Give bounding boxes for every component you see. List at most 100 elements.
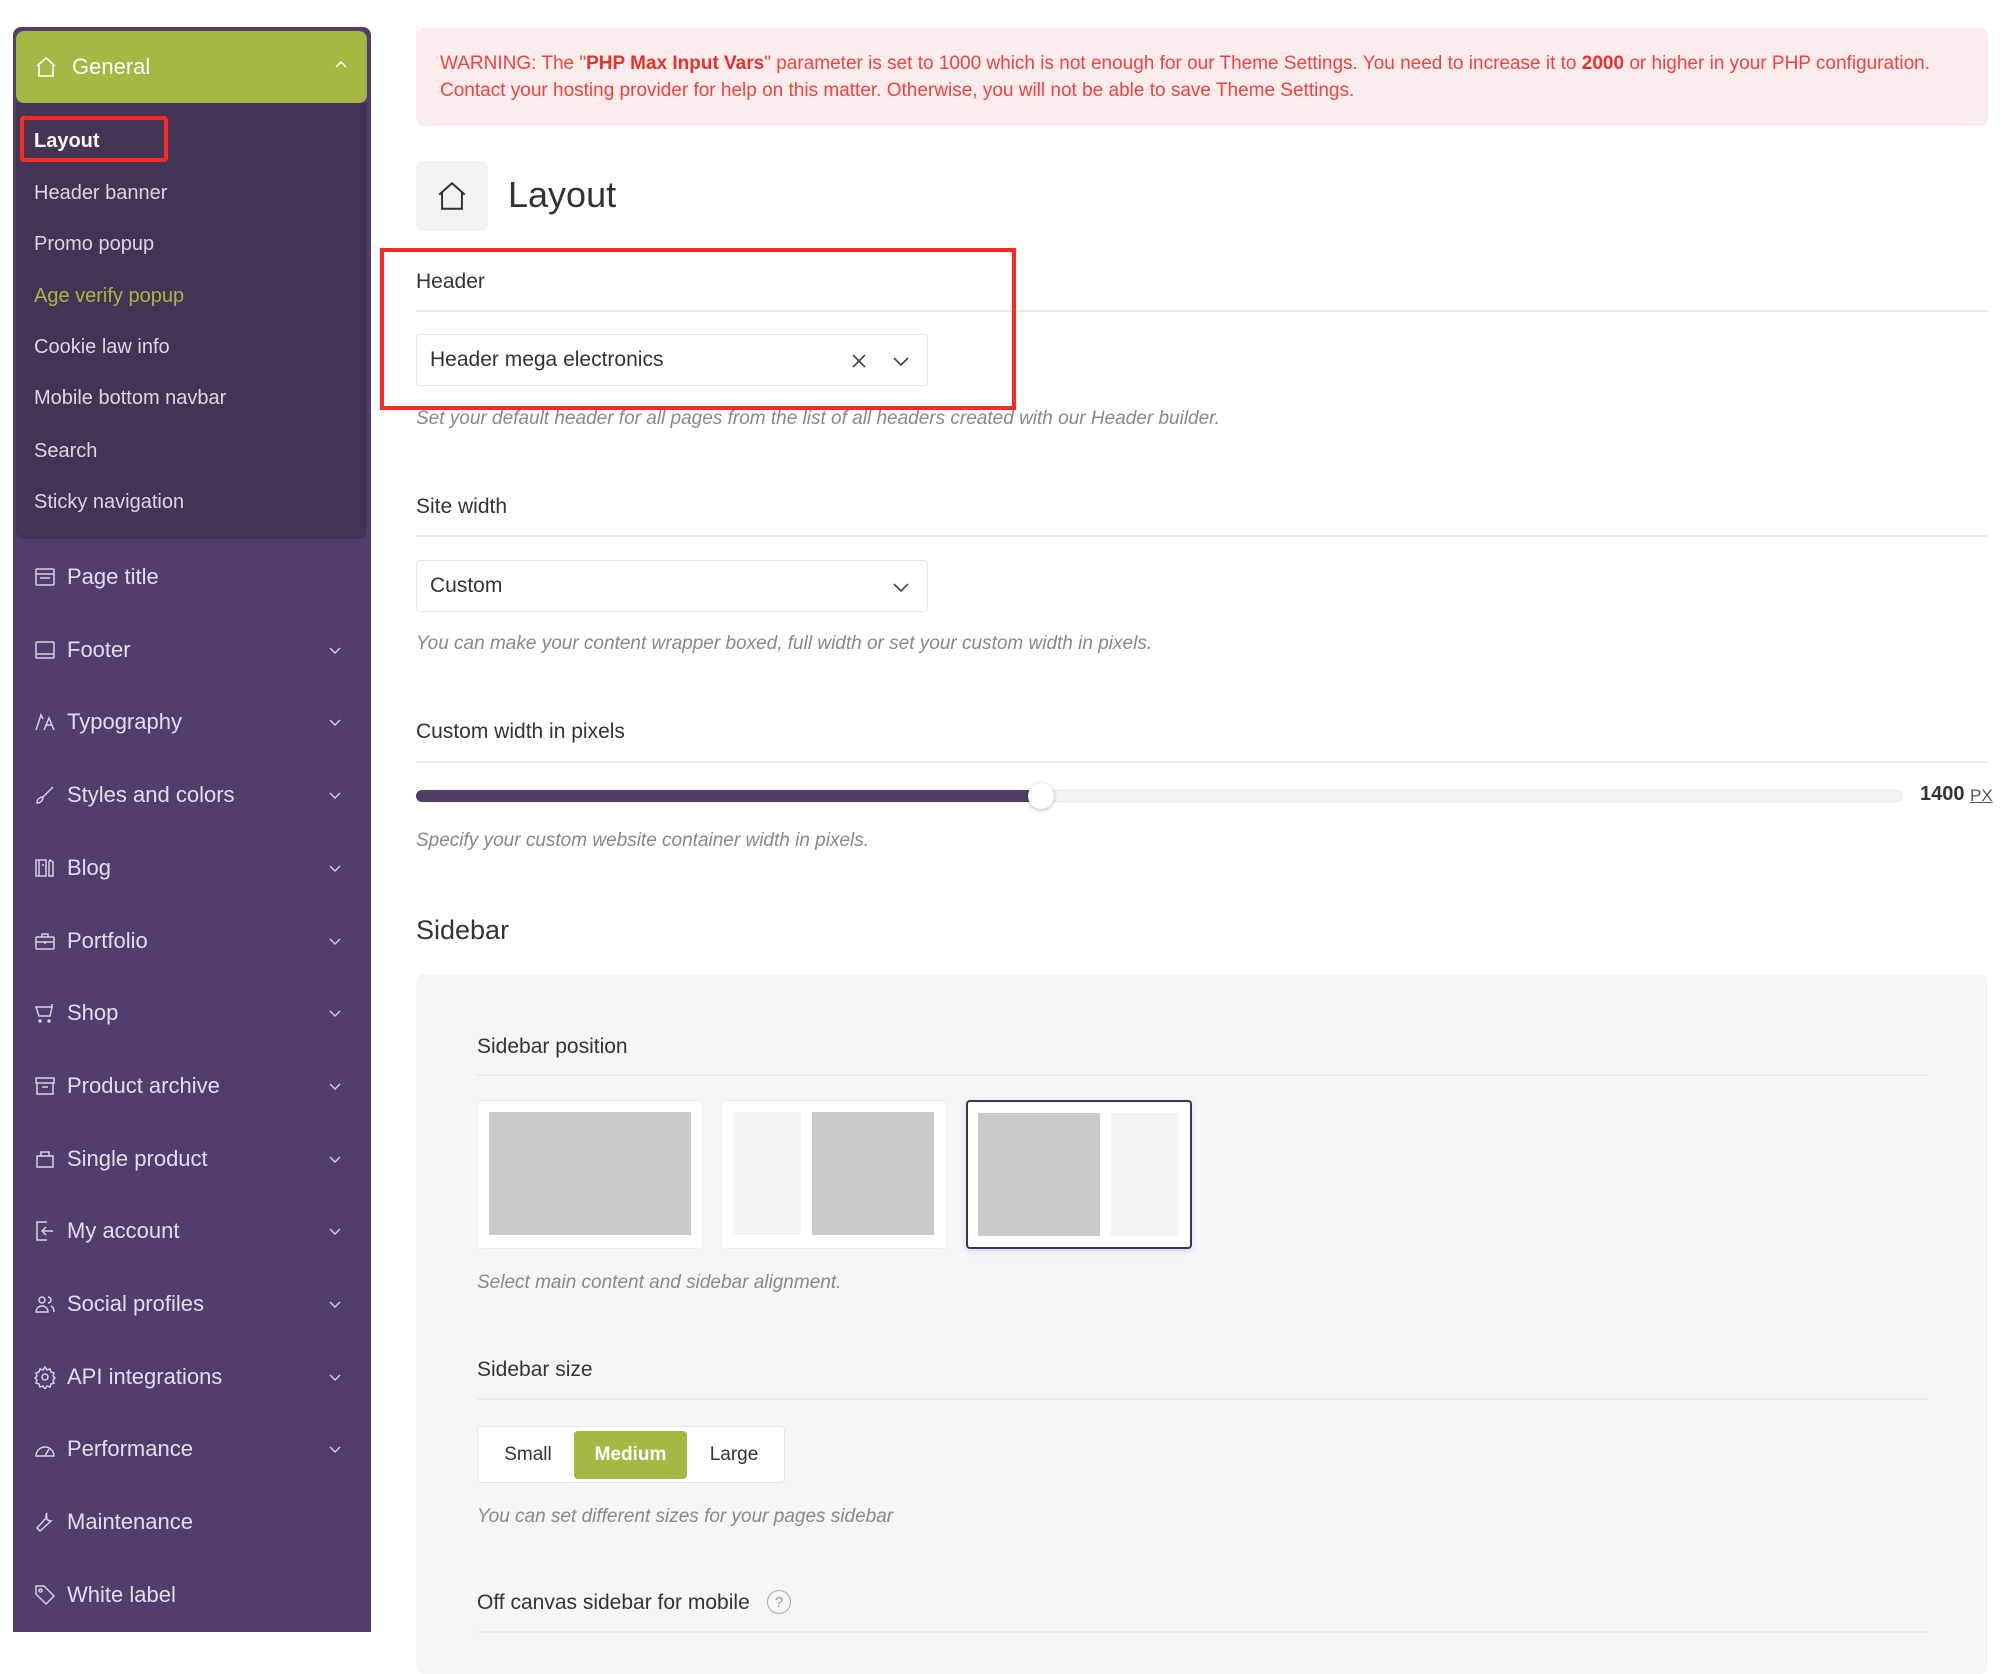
unit-toggle[interactable]: PX — [1970, 786, 1993, 805]
home-icon — [438, 181, 466, 210]
sidebar-item-label: Page title — [67, 564, 159, 589]
warning-text: WARNING: The " — [440, 53, 587, 74]
chevron-down-icon[interactable] — [327, 1078, 343, 1094]
size-small-button[interactable]: Small — [504, 1444, 552, 1465]
size-large-button[interactable]: Large — [709, 1444, 759, 1465]
sidebar-item-product-archive[interactable]: Product archive — [33, 1066, 353, 1106]
wrench-icon — [35, 1512, 53, 1533]
highlight-box — [380, 248, 1016, 410]
chevron-down-icon[interactable] — [327, 1441, 343, 1457]
site-width-select[interactable]: Custom — [416, 560, 928, 612]
sidebar-item-performance[interactable]: Performance — [33, 1429, 353, 1469]
blog-icon — [35, 858, 54, 877]
header-label: Header — [416, 270, 485, 293]
sidebar-item-my-account[interactable]: My account — [33, 1211, 353, 1251]
sidebar-section-label: General — [72, 54, 151, 79]
header-select[interactable]: Header mega electronics — [416, 334, 928, 386]
divider — [416, 535, 1988, 537]
sidebar-item-label: Product archive — [67, 1072, 220, 1098]
chevron-down-icon[interactable] — [327, 933, 343, 949]
submenu-item-layout[interactable]: Layout — [34, 130, 100, 152]
section-title: Sidebar — [416, 915, 510, 945]
sidebar-item-label: Portfolio — [67, 927, 148, 953]
chevron-down-icon[interactable] — [327, 1151, 343, 1167]
position-option-left-sidebar[interactable] — [721, 1100, 947, 1249]
divider — [416, 310, 1988, 312]
sidebar-item-page-title[interactable]: Page title — [33, 557, 353, 597]
chevron-down-icon[interactable] — [327, 1369, 343, 1385]
sidebar-item-typography[interactable]: Typography — [33, 702, 353, 742]
sidebar-size-label: Sidebar size — [477, 1358, 593, 1381]
site-width-label: Site width — [416, 495, 508, 518]
sidebar-item-label: Social profiles — [67, 1291, 204, 1316]
briefcase-icon — [35, 932, 55, 950]
width-slider[interactable] — [416, 783, 1902, 809]
home-icon — [36, 56, 56, 77]
submenu-item-sticky-navigation[interactable]: Sticky navigation — [34, 491, 185, 513]
sidebar-item-footer[interactable]: Footer — [33, 630, 353, 670]
slider-value: 1400 — [1920, 783, 1965, 805]
sidebar-item-label: API integrations — [67, 1363, 223, 1389]
sidebar-item-label: Footer — [67, 636, 131, 662]
sidebar-item-api-integrations[interactable]: API integrations — [33, 1357, 353, 1397]
chevron-down-icon[interactable] — [891, 351, 911, 371]
sidebar-item-label: Shop — [67, 1000, 119, 1026]
sidebar-item-label: Styles and colors — [67, 782, 235, 808]
custom-width-description: Specify your custom website container wi… — [416, 830, 870, 851]
sidebar-item-maintenance[interactable]: Maintenance — [33, 1502, 353, 1542]
login-icon — [36, 1221, 53, 1242]
size-medium-button[interactable]: Medium — [574, 1431, 687, 1479]
chevron-down-icon[interactable] — [327, 787, 343, 803]
clear-icon[interactable] — [849, 351, 869, 371]
chevron-down-icon[interactable] — [327, 642, 343, 658]
submenu-item-age-verify-popup[interactable]: Age verify popup — [34, 285, 185, 307]
position-option-right-sidebar[interactable] — [966, 1100, 1192, 1249]
sidebar-item-social-profiles[interactable]: Social profiles — [33, 1284, 353, 1324]
submenu-item-search[interactable]: Search — [34, 440, 98, 462]
page-icon — [416, 161, 488, 231]
submenu-item-cookie-law-info[interactable]: Cookie law info — [34, 336, 170, 358]
sidebar-item-label: Blog — [67, 854, 112, 880]
submenu-item-header-banner[interactable]: Header banner — [34, 182, 168, 204]
sidebar-item-single-product[interactable]: Single product — [33, 1139, 353, 1179]
typography-icon — [35, 713, 55, 731]
sidebar-settings-panel — [416, 974, 1988, 1674]
sidebar-item-shop[interactable]: Shop — [33, 993, 353, 1033]
help-icon[interactable]: ? — [767, 1590, 791, 1614]
archive-icon — [35, 1077, 55, 1095]
chevron-up-icon[interactable] — [333, 57, 349, 73]
slider-thumb[interactable] — [1028, 783, 1055, 809]
custom-width-label: Custom width in pixels — [416, 720, 625, 743]
sidebar-position-label: Sidebar position — [477, 1035, 628, 1058]
sidebar-item-label: White label — [67, 1581, 176, 1607]
chevron-down-icon[interactable] — [327, 714, 343, 730]
sidebar-item-styles-and-colors[interactable]: Styles and colors — [33, 775, 353, 815]
bag-icon — [36, 1150, 54, 1168]
sidebar-position-description: Select main content and sidebar alignmen… — [477, 1272, 842, 1293]
sidebar-item-blog[interactable]: Blog — [33, 848, 353, 888]
chevron-down-icon[interactable] — [891, 577, 911, 597]
sidebar-item-label: Performance — [67, 1436, 193, 1462]
tag-icon — [35, 1585, 56, 1605]
sidebar-section-general[interactable]: General — [16, 31, 367, 103]
cart-icon — [34, 1004, 53, 1023]
chevron-down-icon[interactable] — [327, 1223, 343, 1239]
sidebar-item-portfolio[interactable]: Portfolio — [33, 921, 353, 961]
chevron-down-icon[interactable] — [327, 1005, 343, 1021]
site-width-description: You can make your content wrapper boxed,… — [416, 633, 1153, 654]
warning-banner: WARNING: The "PHP Max Input Vars" parame… — [416, 28, 1988, 126]
gauge-icon — [35, 1446, 55, 1458]
submenu-item-promo-popup[interactable]: Promo popup — [34, 233, 155, 255]
divider — [477, 1398, 1928, 1400]
sidebar-item-white-label[interactable]: White label — [33, 1575, 353, 1615]
warning-text: or higher in your PHP configuration. Con… — [440, 53, 1930, 101]
chevron-down-icon[interactable] — [327, 1296, 343, 1312]
warning-value: 2000 — [1581, 53, 1625, 74]
sidebar-size-description: You can set different sizes for your pag… — [477, 1506, 894, 1527]
position-option-no-sidebar[interactable] — [477, 1100, 703, 1249]
off-canvas-label: Off canvas sidebar for mobile — [477, 1591, 750, 1614]
chevron-down-icon[interactable] — [327, 860, 343, 876]
gear-icon — [33, 1365, 57, 1389]
sidebar-item-label: Single product — [67, 1145, 208, 1171]
submenu-item-mobile-bottom-navbar[interactable]: Mobile bottom navbar — [34, 387, 227, 409]
